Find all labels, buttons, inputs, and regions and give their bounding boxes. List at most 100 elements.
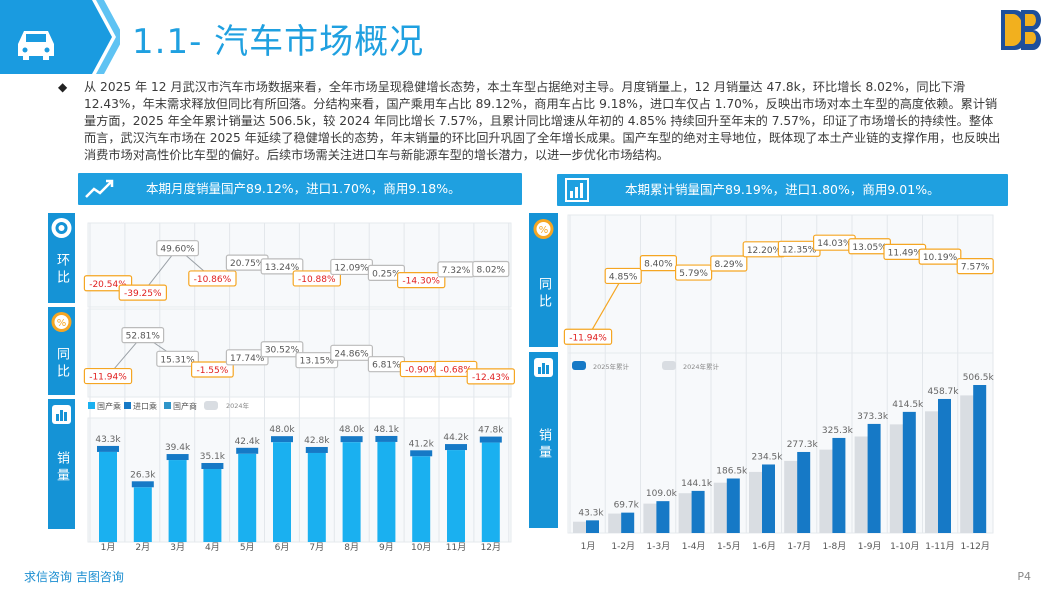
tab-cum-yoy-label: 同比	[536, 277, 551, 311]
tab-yoy: % 同比	[48, 307, 75, 395]
sales-bar	[238, 453, 257, 542]
legend-swatch-2024-cum	[662, 361, 676, 370]
mom-label: -20.54%	[89, 280, 127, 290]
x-tick-label: 3月	[170, 542, 185, 553]
cum-yoy-label-box	[710, 255, 748, 272]
yoy-label-box	[466, 368, 516, 385]
cum-bar-2024	[819, 449, 836, 533]
cum-yoy-label-box	[918, 248, 962, 265]
cum-sales-label: 69.7k	[614, 501, 640, 511]
cum-bar-2025	[762, 464, 775, 533]
sales-label: 42.4k	[235, 437, 261, 447]
cum-sales-label: 414.5k	[892, 400, 924, 410]
sales-cap-bar	[271, 436, 293, 443]
cum-bar-2024	[784, 460, 801, 533]
cum-bar-2024	[889, 424, 906, 533]
svg-text:%: %	[57, 318, 67, 329]
cum-bar-2025	[832, 437, 846, 533]
sales-label: 42.8k	[304, 436, 330, 446]
mom-label-box	[118, 284, 168, 301]
legend-swatch-domestic-commercial	[164, 402, 171, 409]
page-title: 1.1- 汽车市场概况	[132, 22, 425, 62]
x-tick-label: 1-9月	[858, 541, 882, 552]
tab-sales-label: 销量	[54, 451, 69, 485]
x-tick-label: 1-6月	[752, 541, 776, 552]
cum-bar-2025	[938, 398, 951, 533]
cum-sales-label: 277.3k	[787, 440, 819, 450]
x-tick-label: 1月	[581, 541, 596, 552]
cum-sales-label: 109.0k	[646, 489, 678, 499]
sales-bar	[342, 442, 361, 542]
cum-bar-2024	[573, 521, 589, 533]
cum-bar-2024	[960, 395, 977, 533]
mom-label: 7.32%	[442, 266, 471, 276]
footer-brand[interactable]: 求信咨询 吉图咨询	[24, 570, 124, 584]
tab-cum-yoy: % 同比	[529, 213, 558, 347]
right-charts: 2025年累计 2024年累计 -11.94% 4.85% 8.40% 5.79% 8.…	[563, 214, 994, 552]
cum-bar-2024	[854, 436, 871, 533]
tab-mom: 环比	[48, 213, 75, 303]
left-x-axis: 1月 2月 3月 4月 5月 6月 7月 8月 9月 10月 11月 12月	[101, 542, 501, 553]
mom-label-box	[292, 270, 341, 287]
yoy-label: -1.55%	[196, 366, 228, 376]
sales-cap-bar	[166, 454, 189, 461]
mom-label: -39.25%	[124, 289, 162, 299]
cum-sales-label: 186.5k	[716, 467, 748, 477]
cumulative-yoy-chart: -11.94%4.85%8.40%5.79%8.29%12.20% 12.35%1…	[563, 234, 994, 345]
sales-bar	[99, 451, 117, 542]
cum-bar-2025	[797, 451, 811, 533]
mom-label: -10.86%	[194, 275, 232, 285]
bullet-icon: ◆	[58, 80, 68, 94]
cum-bar-2024	[678, 493, 695, 533]
yoy-label: -0.90%	[405, 366, 437, 376]
mom-chart: -20.54%-39.25% 49.60% -10.86% 20.75% 13.24% -…	[83, 240, 510, 301]
cum-yoy-label-box	[604, 267, 642, 285]
sales-cap-bar	[201, 462, 224, 469]
legend-swatch-domestic-passenger	[88, 402, 95, 409]
yoy-chart: -11.94% 52.81% 15.31%-1.55%17.74%30.52%13.…	[83, 327, 516, 385]
cum-bar-2025	[621, 512, 635, 533]
cum-yoy-label-box	[563, 328, 613, 345]
legend-2025-cum: 2025年累计	[593, 362, 630, 371]
cum-yoy-label: 4.85%	[609, 272, 638, 282]
sales-bar	[412, 456, 431, 542]
cum-bar-2024	[749, 471, 765, 533]
page-number: P4	[1017, 570, 1031, 583]
legend-import-passenger: 进口乘	[133, 401, 157, 411]
cum-sales-label: 325.3k	[822, 426, 854, 436]
sales-cap-bar	[236, 447, 259, 454]
cum-yoy-label: 12.35%	[782, 245, 817, 255]
yoy-label-box	[260, 341, 304, 358]
mom-label-box	[156, 240, 200, 257]
sales-cap-bar	[305, 446, 328, 453]
right-legend: 2025年累计 2024年累计	[572, 361, 720, 371]
left-charts: -20.54%-39.25% 49.60% -10.86% 20.75% 13.24% -…	[83, 222, 516, 553]
cum-yoy-label: 12.20%	[747, 246, 782, 256]
cum-bar-2024	[643, 503, 660, 533]
x-tick-label: 10月	[411, 542, 431, 553]
car-icon	[18, 31, 54, 60]
x-tick-label: 5月	[240, 542, 255, 553]
tab-yoy-label: 同比	[54, 347, 69, 381]
left-panel-header: 本期月度销量国产89.12%，进口1.70%，商用9.18%。	[78, 173, 522, 205]
sales-label: 41.2k	[409, 439, 435, 449]
mom-label-box	[472, 260, 510, 278]
sales-label: 48.0k	[269, 425, 295, 435]
target-icon	[51, 218, 72, 238]
sales-cap-bar	[375, 435, 398, 442]
cum-yoy-label: 5.79%	[679, 269, 708, 279]
yoy-label: 30.52%	[265, 346, 300, 356]
percent-icon: %	[51, 312, 72, 332]
yoy-label: 24.86%	[334, 349, 369, 359]
legend-domestic-commercial: 国产商	[173, 401, 197, 411]
cum-sales-label: 234.5k	[752, 452, 784, 462]
sales-bar	[133, 487, 152, 542]
document-chart-icon	[565, 178, 589, 202]
sales-label: 39.4k	[165, 443, 191, 453]
yoy-label: 52.81%	[126, 332, 161, 342]
sales-cap-bar	[445, 444, 467, 451]
sales-cap-bar	[131, 481, 154, 488]
cum-yoy-label: 7.57%	[961, 263, 990, 273]
sales-label: 43.3k	[95, 435, 121, 445]
cum-yoy-label: 10.19%	[923, 253, 958, 263]
